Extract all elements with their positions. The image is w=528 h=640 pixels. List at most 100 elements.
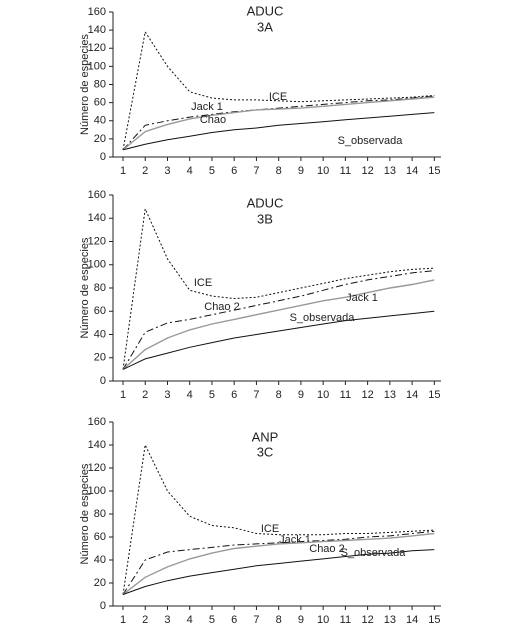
series-label: Jack 1	[191, 101, 223, 113]
y-tick-label: 60	[94, 531, 106, 543]
series-line	[122, 270, 435, 370]
x-tick-label: 3	[164, 165, 170, 177]
x-tick-label: 8	[276, 389, 282, 401]
series-line	[122, 95, 435, 151]
x-tick-label: 6	[231, 389, 237, 401]
x-tick-label: 15	[428, 165, 440, 177]
x-tick-label: 8	[276, 614, 282, 626]
chart-subtitle: 3B	[257, 211, 273, 226]
x-tick-label: 2	[142, 614, 148, 626]
x-tick-label: 9	[298, 389, 304, 401]
y-axis-label: Número de especies	[79, 237, 91, 338]
series-line	[122, 549, 435, 595]
x-tick-label: 12	[361, 165, 373, 177]
series-line	[122, 532, 435, 596]
x-tick-label: 7	[253, 614, 259, 626]
x-tick-label: 1	[120, 389, 126, 401]
y-tick-label: 20	[94, 133, 106, 145]
chart-title: ADUC	[247, 3, 284, 18]
y-tick-label: 40	[94, 115, 106, 127]
y-tick-label: 120	[88, 462, 106, 474]
y-tick-label: 100	[88, 259, 106, 271]
x-tick-label: 6	[231, 165, 237, 177]
x-tick-label: 3	[164, 389, 170, 401]
x-tick-label: 4	[187, 165, 193, 177]
y-tick-label: 100	[88, 485, 106, 497]
x-tick-label: 4	[187, 389, 193, 401]
y-tick-label: 100	[88, 60, 106, 72]
y-tick-label: 40	[94, 554, 106, 566]
series-label: S_observada	[290, 312, 356, 324]
series-line	[122, 530, 435, 595]
series-label: S_observada	[341, 547, 407, 559]
y-tick-label: 140	[88, 212, 106, 224]
x-tick-label: 1	[120, 165, 126, 177]
x-tick-label: 11	[340, 389, 351, 401]
x-tick-label: 12	[361, 389, 373, 401]
x-tick-label: 14	[406, 165, 418, 177]
x-tick-label: 5	[209, 614, 215, 626]
series-line	[122, 112, 435, 151]
y-tick-label: 80	[94, 282, 106, 294]
x-tick-label: 13	[384, 389, 396, 401]
series-line	[122, 310, 435, 370]
x-tick-label: 13	[384, 165, 396, 177]
x-tick-label: 4	[187, 614, 193, 626]
y-tick-label: 160	[88, 6, 106, 18]
y-tick-label: 20	[94, 577, 106, 589]
y-axis-label: Número de especies	[79, 34, 91, 135]
series-line	[122, 207, 435, 370]
y-tick-label: 140	[88, 439, 106, 451]
x-tick-label: 11	[340, 165, 351, 177]
x-tick-label: 9	[298, 614, 304, 626]
y-tick-label: 140	[88, 24, 106, 36]
x-tick-label: 2	[142, 165, 148, 177]
series-label: S_observada	[338, 135, 404, 147]
chart-subtitle: 3A	[257, 19, 273, 34]
chart-subtitle: 3C	[257, 444, 274, 459]
x-tick-label: 7	[253, 389, 259, 401]
series-line	[122, 96, 435, 151]
chart-title: ANP	[252, 429, 279, 444]
y-tick-label: 120	[88, 235, 106, 247]
y-tick-label: 60	[94, 97, 106, 109]
x-tick-label: 11	[340, 614, 351, 626]
x-tick-label: 9	[298, 165, 304, 177]
y-tick-label: 0	[100, 600, 106, 612]
x-tick-label: 3	[164, 614, 170, 626]
chart-title: ADUC	[247, 195, 284, 210]
x-tick-label: 5	[209, 165, 215, 177]
y-tick-label: 20	[94, 352, 106, 364]
x-tick-label: 10	[317, 389, 329, 401]
series-label: Jack 1	[346, 292, 378, 304]
y-tick-label: 160	[88, 189, 106, 201]
y-tick-label: 80	[94, 508, 106, 520]
series-label: ICE	[194, 277, 212, 289]
series-label: ICE	[261, 523, 279, 535]
x-tick-label: 7	[253, 165, 259, 177]
y-tick-label: 60	[94, 305, 106, 317]
y-tick-label: 0	[100, 375, 106, 387]
series-label: Chao 2	[309, 543, 344, 555]
x-tick-label: 6	[231, 614, 237, 626]
series-label: Chao	[200, 114, 226, 126]
x-tick-label: 2	[142, 389, 148, 401]
x-tick-label: 13	[384, 614, 396, 626]
y-tick-label: 80	[94, 78, 106, 90]
x-tick-label: 10	[317, 614, 329, 626]
series-line	[122, 443, 435, 595]
y-tick-label: 120	[88, 42, 106, 54]
x-tick-label: 15	[428, 614, 440, 626]
series-line	[122, 279, 435, 370]
y-tick-label: 40	[94, 328, 106, 340]
y-tick-label: 160	[88, 416, 106, 428]
y-axis-label: Número de especies	[79, 463, 91, 564]
x-tick-label: 5	[209, 389, 215, 401]
x-tick-label: 14	[406, 614, 418, 626]
x-tick-label: 1	[120, 614, 126, 626]
series-label: Chao 2	[204, 301, 239, 313]
x-tick-label: 12	[361, 614, 373, 626]
x-tick-label: 8	[276, 165, 282, 177]
series-label: ICE	[269, 91, 287, 103]
